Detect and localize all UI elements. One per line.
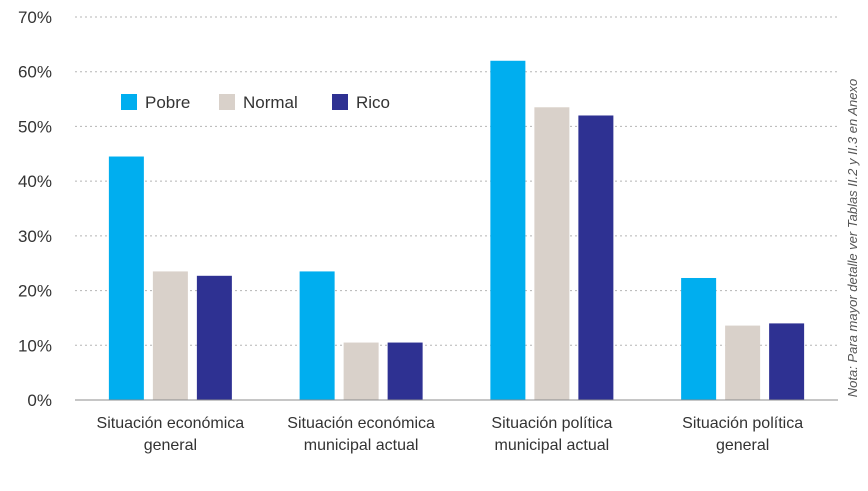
y-tick-label: 40%	[18, 172, 52, 191]
legend-label-pobre: Pobre	[145, 93, 190, 112]
bar-normal-4	[725, 325, 761, 400]
bar-pobre-1	[108, 156, 144, 400]
gridlines	[75, 16, 838, 346]
y-tick-label: 30%	[18, 227, 52, 246]
legend-swatch-pobre	[121, 94, 137, 110]
bar-pobre-4	[681, 277, 717, 400]
bar-normal-1	[152, 271, 188, 400]
bar-rico-2	[387, 342, 423, 400]
bar-pobre-3	[490, 60, 526, 401]
chart-note: Nota: Para mayor detalle ver Tablas II.2…	[845, 79, 860, 397]
x-category-label: Situación económica municipal actual	[287, 415, 435, 454]
y-tick-label: 60%	[18, 63, 52, 82]
y-axis-tick-labels: 0% 10% 20% 30% 40% 50% 60% 70%	[18, 8, 52, 410]
y-tick-label: 20%	[18, 282, 52, 301]
x-category-label: Situación económica general	[97, 415, 245, 454]
legend-swatch-normal	[219, 94, 235, 110]
x-category-label: Situación política municipal actual	[491, 415, 612, 454]
bar-rico-3	[578, 115, 614, 400]
y-tick-label: 0%	[27, 391, 52, 410]
bar-rico-4	[769, 323, 805, 400]
legend-label-rico: Rico	[356, 93, 390, 112]
x-axis-category-labels: Situación económica general Situación econ…	[97, 415, 804, 454]
y-tick-label: 50%	[18, 117, 52, 136]
bar-pobre-2	[299, 271, 335, 400]
bar-normal-2	[343, 342, 379, 400]
legend-label-normal: Normal	[243, 93, 298, 112]
bar-normal-3	[534, 107, 570, 401]
legend-swatch-rico	[332, 94, 348, 110]
y-tick-label: 10%	[18, 336, 52, 355]
y-tick-label: 70%	[18, 8, 52, 27]
bars	[108, 60, 805, 401]
legend: Pobre Normal Rico	[121, 93, 390, 112]
x-category-label: Situación política general	[682, 415, 803, 454]
bar-rico-1	[196, 275, 232, 400]
